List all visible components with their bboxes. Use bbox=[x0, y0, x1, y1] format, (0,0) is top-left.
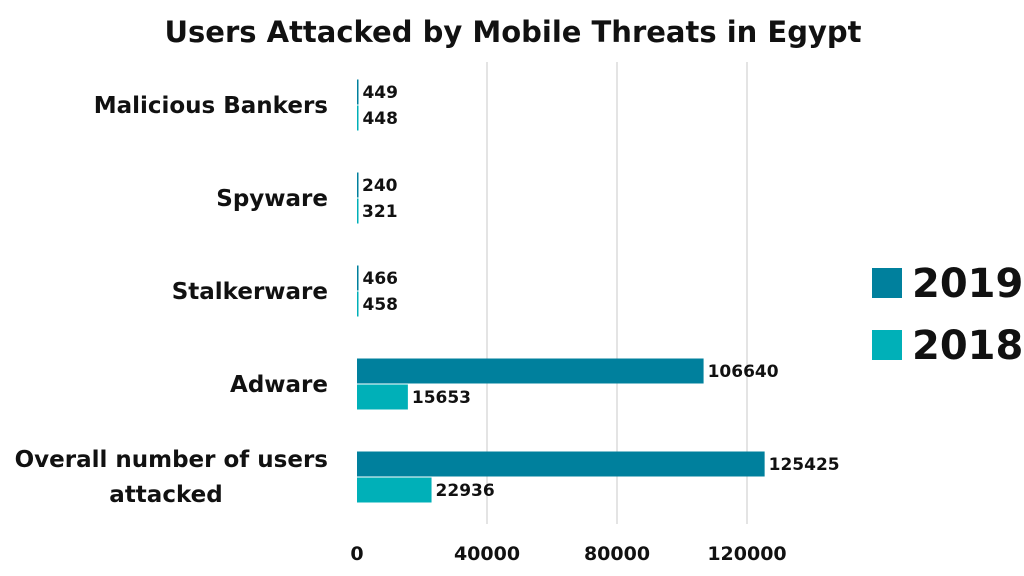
data-label: 240 bbox=[362, 176, 398, 196]
chart-title: Users Attacked by Mobile Threats in Egyp… bbox=[164, 15, 861, 49]
legend-label: 2018 bbox=[912, 323, 1023, 369]
bar-2018 bbox=[357, 198, 359, 224]
data-label: 449 bbox=[362, 83, 398, 103]
category-label: Malicious Bankers bbox=[94, 93, 328, 119]
bar-2019 bbox=[357, 265, 359, 291]
data-label: 22936 bbox=[436, 481, 495, 501]
category-label: Overall number of users bbox=[15, 447, 328, 473]
bar-2019 bbox=[357, 358, 704, 384]
labels: 0 40000 80000 120000 449 448 Malicious Bankers… bbox=[15, 83, 840, 565]
x-tick-label: 120000 bbox=[707, 543, 786, 565]
legend: 2019 2018 bbox=[872, 261, 1023, 369]
bar-2018 bbox=[357, 477, 432, 503]
category-label: Spyware bbox=[216, 186, 328, 212]
bar-2018 bbox=[357, 384, 408, 410]
data-label: 466 bbox=[363, 269, 399, 289]
bar-2019 bbox=[357, 451, 765, 477]
bar-2019 bbox=[357, 172, 359, 198]
data-label: 125425 bbox=[769, 455, 840, 475]
data-label: 106640 bbox=[708, 362, 779, 382]
category-label: Adware bbox=[230, 372, 328, 398]
category-label: Stalkerware bbox=[172, 279, 328, 305]
x-tick-label: 0 bbox=[350, 543, 363, 565]
gridlines bbox=[486, 62, 748, 524]
legend-swatch-2018 bbox=[872, 330, 902, 360]
legend-label: 2019 bbox=[912, 261, 1023, 307]
legend-swatch-2019 bbox=[872, 268, 902, 298]
x-tick-label: 80000 bbox=[584, 543, 650, 565]
bars bbox=[357, 79, 765, 503]
x-tick-label: 40000 bbox=[454, 543, 520, 565]
data-label: 321 bbox=[362, 202, 398, 222]
data-label: 448 bbox=[362, 109, 398, 129]
bar-2019 bbox=[357, 79, 359, 105]
data-label: 15653 bbox=[412, 388, 471, 408]
bar-2018 bbox=[357, 291, 359, 317]
data-label: 458 bbox=[362, 295, 398, 315]
category-label: attacked bbox=[109, 482, 222, 508]
bar-2018 bbox=[357, 105, 359, 131]
